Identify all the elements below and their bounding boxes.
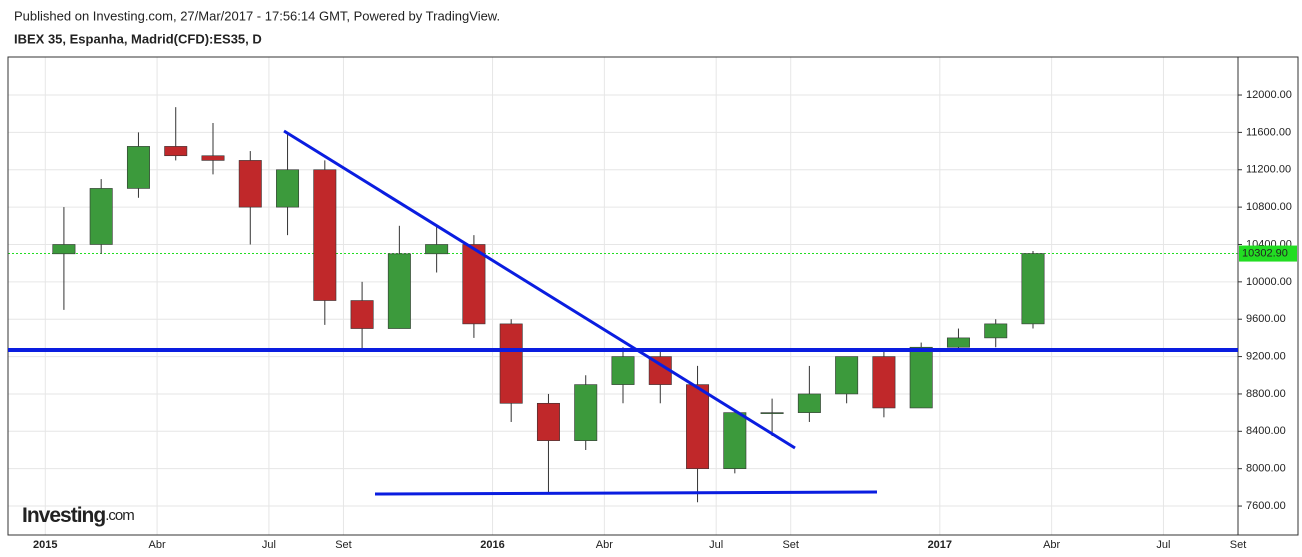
candle-body [760,412,784,414]
candle-body [835,356,859,395]
candle-body [574,384,598,441]
candle-body [350,300,374,329]
candle-body [946,337,970,348]
y-tick-label: 10000.00 [1246,276,1292,288]
candle-body [499,323,523,404]
candle-body [126,146,150,189]
x-tick-label: Set [782,539,799,551]
y-tick-label: 11600.00 [1246,126,1291,138]
x-tick-label: Abr [149,539,166,551]
candle-body [276,169,300,208]
x-tick-label: Abr [1043,539,1060,551]
candle-body [723,412,747,469]
candle-body [89,188,113,245]
candle-body [164,146,188,157]
x-tick-label: Jul [709,539,723,551]
y-tick-label: 9600.00 [1246,313,1286,325]
candle-body [984,323,1008,339]
candle-body [797,393,821,413]
plot-border [7,56,1299,536]
y-tick-label: 9200.00 [1246,350,1286,362]
x-tick-label: 2015 [33,539,57,551]
last-price-box [1239,245,1297,262]
candle-body [686,384,710,469]
x-tick-label: 2017 [928,539,952,551]
y-tick-label: 12000.00 [1246,89,1292,101]
candle-body [611,356,635,385]
published-note: Published on Investing.com, 27/Mar/2017 … [14,8,500,23]
x-tick-label: Abr [596,539,613,551]
candle-body [425,244,449,255]
x-tick-label: Set [335,539,352,551]
candle-body [313,169,337,301]
candle-body [52,244,76,255]
y-tick-label: 8800.00 [1246,388,1286,400]
x-tick-label: 2016 [480,539,504,551]
candle-body [1021,253,1045,325]
candle-body [387,253,411,329]
trend-line [283,129,796,450]
y-tick-label: 7600.00 [1246,500,1286,512]
x-tick-label: Set [1230,539,1247,551]
y-tick-label: 8400.00 [1246,425,1286,437]
candle-body [238,160,262,208]
last-price-label: 10302.90 [1242,247,1288,259]
y-tick-label: 11200.00 [1246,164,1291,176]
x-tick-label: Jul [1156,539,1170,551]
candle-body [201,155,225,161]
x-tick-label: Jul [262,539,276,551]
candle-body [536,402,560,441]
logo: Investing.com [22,504,134,527]
symbol-title: IBEX 35, Espanha, Madrid(CFD):ES35, D [14,31,262,46]
candle-body [909,346,933,409]
candle-body [872,356,896,409]
y-tick-label: 10800.00 [1246,201,1292,213]
bottom-line [374,490,878,496]
candle-body [462,244,486,325]
y-tick-label: 8000.00 [1246,463,1286,475]
